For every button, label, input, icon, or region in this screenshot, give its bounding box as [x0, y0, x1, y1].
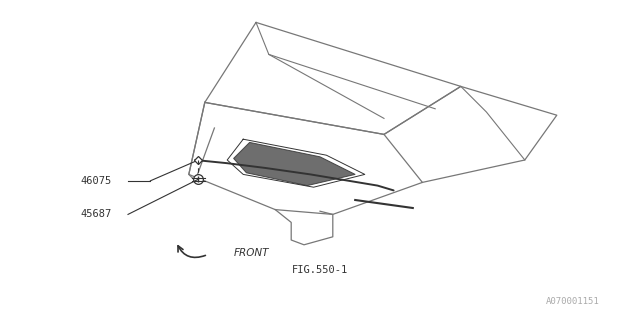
- Text: A070001151: A070001151: [546, 297, 600, 306]
- Text: FRONT: FRONT: [234, 248, 269, 258]
- Text: 46075: 46075: [81, 176, 112, 186]
- Text: FIG.550-1: FIG.550-1: [292, 265, 348, 276]
- Polygon shape: [234, 142, 355, 186]
- Text: 45687: 45687: [81, 209, 112, 220]
